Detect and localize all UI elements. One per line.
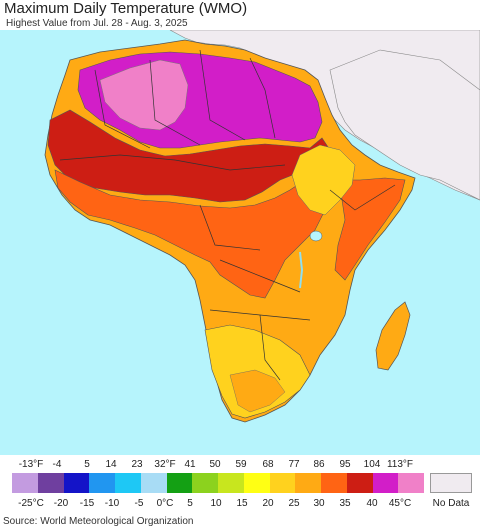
legend-swatch	[37, 473, 64, 493]
legend-f-tick: 50	[209, 459, 221, 470]
legend-c-tick: 15	[236, 498, 248, 509]
legend-c-tick: 35	[339, 498, 351, 509]
legend-c-tick: -20	[53, 498, 69, 509]
region-south-hot	[229, 369, 286, 413]
no-data-region-arabia	[329, 49, 480, 201]
page-subtitle: Highest Value from Jul. 28 - Aug. 3, 202…	[6, 18, 188, 29]
legend-swatch	[346, 473, 373, 493]
legend-swatch	[192, 473, 218, 493]
legend-swatch	[372, 473, 399, 493]
legend-swatch	[115, 473, 141, 493]
country-borders	[59, 49, 396, 381]
temperature-map[interactable]	[0, 30, 480, 455]
legend-c-tick: 10	[210, 498, 222, 509]
legend-c-tick: -15	[79, 498, 95, 509]
legend-swatch	[12, 473, 38, 493]
legend-f-tick: 77	[288, 459, 300, 470]
legend-c-tick: -25°C	[18, 498, 44, 509]
region-30-35c	[54, 169, 331, 299]
legend-f-tick: -4	[52, 459, 62, 470]
legend-f-tick: 59	[235, 459, 247, 470]
lake-tanganyika	[299, 251, 304, 289]
legend-swatch	[140, 473, 167, 493]
legend-f-tick: -13°F	[18, 459, 44, 470]
legend-c-tick: 45°C	[388, 498, 412, 509]
legend-swatch	[243, 473, 270, 493]
legend-swatch	[166, 473, 193, 493]
legend-swatch	[269, 473, 296, 493]
legend-swatch	[89, 473, 115, 493]
legend-swatch	[321, 473, 347, 493]
madagascar-island	[375, 301, 411, 371]
legend-no-data-label: No Data	[432, 498, 470, 509]
legend-f-tick: 95	[339, 459, 351, 470]
legend-swatch	[218, 473, 244, 493]
legend-c-tick: 5	[187, 498, 193, 509]
legend-f-tick: 5	[84, 459, 90, 470]
legend-f-tick: 86	[313, 459, 325, 470]
legend-c-tick: 40	[366, 498, 378, 509]
legend-swatch	[63, 473, 90, 493]
temperature-legend: -13°F -4 5 14 23 32°F 41 50 59 68 77 86 …	[0, 455, 480, 515]
legend-f-tick: 41	[184, 459, 196, 470]
legend-f-tick: 14	[105, 459, 117, 470]
legend-swatch	[295, 473, 321, 493]
legend-c-tick: 25	[288, 498, 300, 509]
legend-f-tick: 68	[262, 459, 274, 470]
legend-f-tick: 32°F	[154, 459, 176, 470]
africa-map-svg	[44, 30, 480, 423]
lake-victoria	[309, 230, 323, 242]
legend-swatch	[398, 473, 424, 493]
source-credit: Source: World Meteorological Organizatio…	[3, 516, 194, 527]
legend-c-tick: 20	[262, 498, 274, 509]
region-horn-35c	[334, 177, 406, 281]
legend-c-tick: 0°C	[156, 498, 174, 509]
legend-f-tick: 104	[363, 459, 381, 470]
page-title: Maximum Daily Temperature (WMO)	[4, 0, 248, 17]
legend-c-tick: -10	[104, 498, 120, 509]
legend-f-tick: 113°F	[386, 459, 414, 470]
legend-no-data-swatch	[430, 473, 472, 493]
legend-f-tick: 23	[131, 459, 143, 470]
legend-c-tick: -5	[134, 498, 144, 509]
region-above-45c	[99, 59, 189, 131]
legend-color-bar	[12, 473, 424, 493]
legend-c-tick: 30	[313, 498, 325, 509]
